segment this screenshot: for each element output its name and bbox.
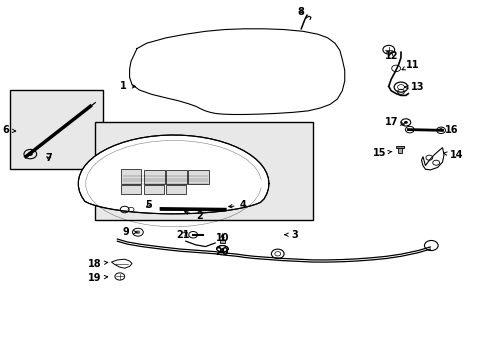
Bar — [166, 185, 185, 194]
Text: 18: 18 — [88, 258, 107, 269]
Circle shape — [28, 152, 33, 156]
Text: 6: 6 — [2, 125, 16, 135]
Bar — [397, 147, 402, 153]
Bar — [144, 185, 163, 194]
Polygon shape — [111, 259, 132, 268]
Text: 2: 2 — [184, 211, 203, 221]
Text: 14: 14 — [443, 150, 463, 160]
Bar — [188, 170, 208, 184]
Polygon shape — [78, 135, 268, 214]
Text: 7: 7 — [45, 153, 52, 163]
Text: 16: 16 — [438, 125, 458, 135]
Bar — [10, 90, 102, 169]
Text: 13: 13 — [404, 82, 424, 92]
Text: 1: 1 — [120, 81, 135, 91]
Text: 19: 19 — [88, 273, 107, 283]
Text: 11: 11 — [401, 60, 419, 70]
Bar — [121, 185, 141, 194]
Text: 4: 4 — [228, 200, 246, 210]
Text: 21: 21 — [176, 230, 189, 240]
Bar — [95, 122, 312, 220]
Bar — [219, 240, 225, 243]
Bar — [121, 169, 141, 184]
Circle shape — [403, 121, 407, 124]
Text: 15: 15 — [372, 148, 391, 158]
Polygon shape — [421, 148, 443, 170]
Text: 12: 12 — [384, 51, 397, 61]
Text: 5: 5 — [144, 200, 151, 210]
Text: 9: 9 — [122, 227, 137, 237]
Text: 8: 8 — [297, 6, 304, 17]
Circle shape — [382, 45, 394, 54]
Text: 3: 3 — [285, 230, 297, 240]
Text: 10: 10 — [215, 233, 229, 243]
Bar — [144, 170, 164, 184]
Text: 17: 17 — [384, 117, 404, 127]
Circle shape — [135, 230, 140, 234]
Bar — [166, 170, 186, 184]
Text: 20: 20 — [215, 247, 229, 257]
Bar — [395, 146, 403, 148]
